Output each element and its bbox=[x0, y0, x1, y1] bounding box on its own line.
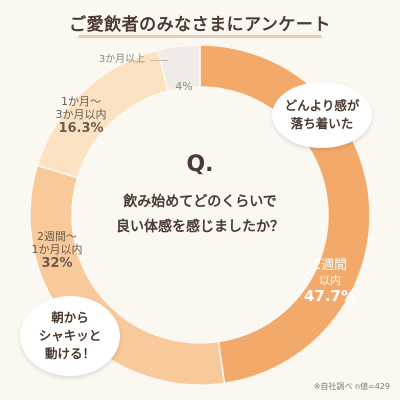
bubble-line: 動ける！ bbox=[44, 346, 95, 362]
bubble-line: どんより感が bbox=[284, 97, 360, 113]
slice-category-line1: 1か月〜 bbox=[61, 95, 101, 108]
bubble-line: 朝から bbox=[51, 309, 89, 325]
slice-value: 16.3% bbox=[58, 121, 104, 137]
speech-bubble-top: どんより感が 落ち着いた bbox=[272, 82, 372, 148]
slice-category-line1: 2週間 bbox=[312, 258, 348, 273]
slice-category-line1: 3か月以上 bbox=[98, 54, 146, 65]
slice-category-line2: 1か月以内 bbox=[31, 243, 83, 257]
leader-line-3month bbox=[151, 60, 168, 61]
slice-value: 32% bbox=[41, 256, 73, 272]
slice-category-line1: 2週間〜 bbox=[37, 230, 77, 243]
source-note: ※自社調べ n値=429 bbox=[313, 382, 390, 391]
slice-label-2weeks-1month: 2週間〜 1か月以内 32% bbox=[20, 230, 94, 272]
slice-category-line2: 3か月以内 bbox=[55, 108, 107, 122]
question-line1: 飲み始めてどのくらいで bbox=[123, 194, 277, 210]
bubble-line: 落ち着いた bbox=[290, 116, 354, 131]
slice-value: 47.7% bbox=[303, 286, 357, 305]
bubble-line: シャキッと bbox=[38, 327, 102, 343]
question-mark: Q. bbox=[186, 152, 214, 177]
slice-label-3month-plus: 3か月以上 bbox=[92, 54, 152, 66]
title-underline bbox=[78, 35, 322, 38]
slice-value: 4% bbox=[175, 80, 193, 93]
slice-category-line2: 以内 bbox=[319, 273, 341, 287]
survey-title: ご愛飲者のみなさまにアンケート bbox=[69, 15, 331, 35]
speech-bubble-bottom: 朝から シャキッと 動ける！ bbox=[20, 296, 120, 376]
slice-value-3month-plus: 4% bbox=[170, 80, 198, 93]
slice-label-1-3month: 1か月〜 3か月以内 16.3% bbox=[44, 95, 118, 137]
question-text: 飲み始めてどのくらいで 良い体感を感じましたか？ bbox=[100, 190, 300, 239]
slice-label-2weeks: 2週間 以内 47.7% bbox=[296, 258, 364, 305]
question-line2: 良い体感を感じましたか？ bbox=[116, 218, 284, 235]
donut-slice-3 bbox=[156, 44, 201, 92]
